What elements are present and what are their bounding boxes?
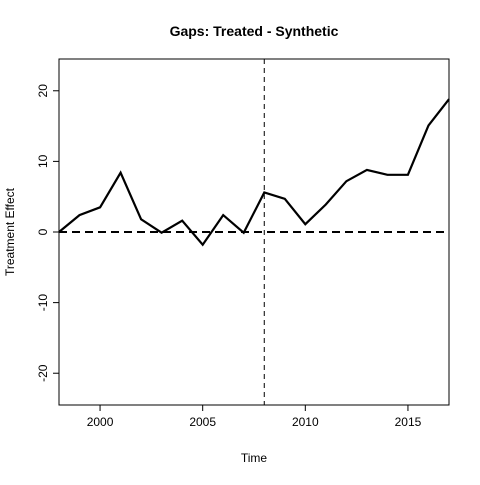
x-axis-label: Time <box>241 451 268 465</box>
y-tick-label--10: -10 <box>36 294 50 312</box>
x-tick-label-2010: 2010 <box>292 415 319 429</box>
y-tick-label-0: 0 <box>36 228 50 235</box>
y-tick-label-20: 20 <box>36 84 50 98</box>
x-tick-label-2005: 2005 <box>189 415 216 429</box>
x-tick-label-2015: 2015 <box>395 415 422 429</box>
y-axis-label: Treatment Effect <box>3 187 17 276</box>
chart-title: Gaps: Treated - Synthetic <box>170 23 339 39</box>
x-tick-label-2000: 2000 <box>87 415 114 429</box>
y-tick-label-10: 10 <box>36 154 50 168</box>
y-tick-label--20: -20 <box>36 364 50 382</box>
